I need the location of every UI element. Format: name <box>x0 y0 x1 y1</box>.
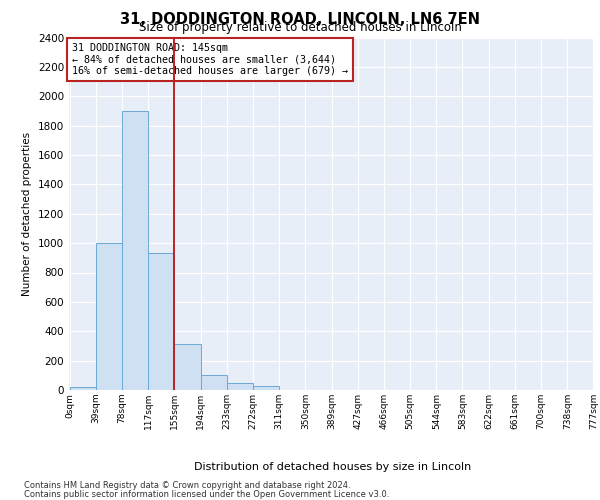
Bar <box>253 386 279 390</box>
Y-axis label: Number of detached properties: Number of detached properties <box>22 132 32 296</box>
Text: Distribution of detached houses by size in Lincoln: Distribution of detached houses by size … <box>194 462 472 472</box>
Text: 31, DODDINGTON ROAD, LINCOLN, LN6 7EN: 31, DODDINGTON ROAD, LINCOLN, LN6 7EN <box>120 12 480 26</box>
Text: Size of property relative to detached houses in Lincoln: Size of property relative to detached ho… <box>139 22 461 35</box>
Text: Contains HM Land Registry data © Crown copyright and database right 2024.: Contains HM Land Registry data © Crown c… <box>24 481 350 490</box>
Bar <box>227 384 253 390</box>
Bar <box>148 254 175 390</box>
Text: Contains public sector information licensed under the Open Government Licence v3: Contains public sector information licen… <box>24 490 389 499</box>
Bar <box>175 344 200 390</box>
Bar <box>122 111 148 390</box>
Bar <box>70 387 96 390</box>
Text: 31 DODDINGTON ROAD: 145sqm
← 84% of detached houses are smaller (3,644)
16% of s: 31 DODDINGTON ROAD: 145sqm ← 84% of deta… <box>71 43 347 76</box>
Bar <box>96 243 122 390</box>
Bar <box>200 376 227 390</box>
